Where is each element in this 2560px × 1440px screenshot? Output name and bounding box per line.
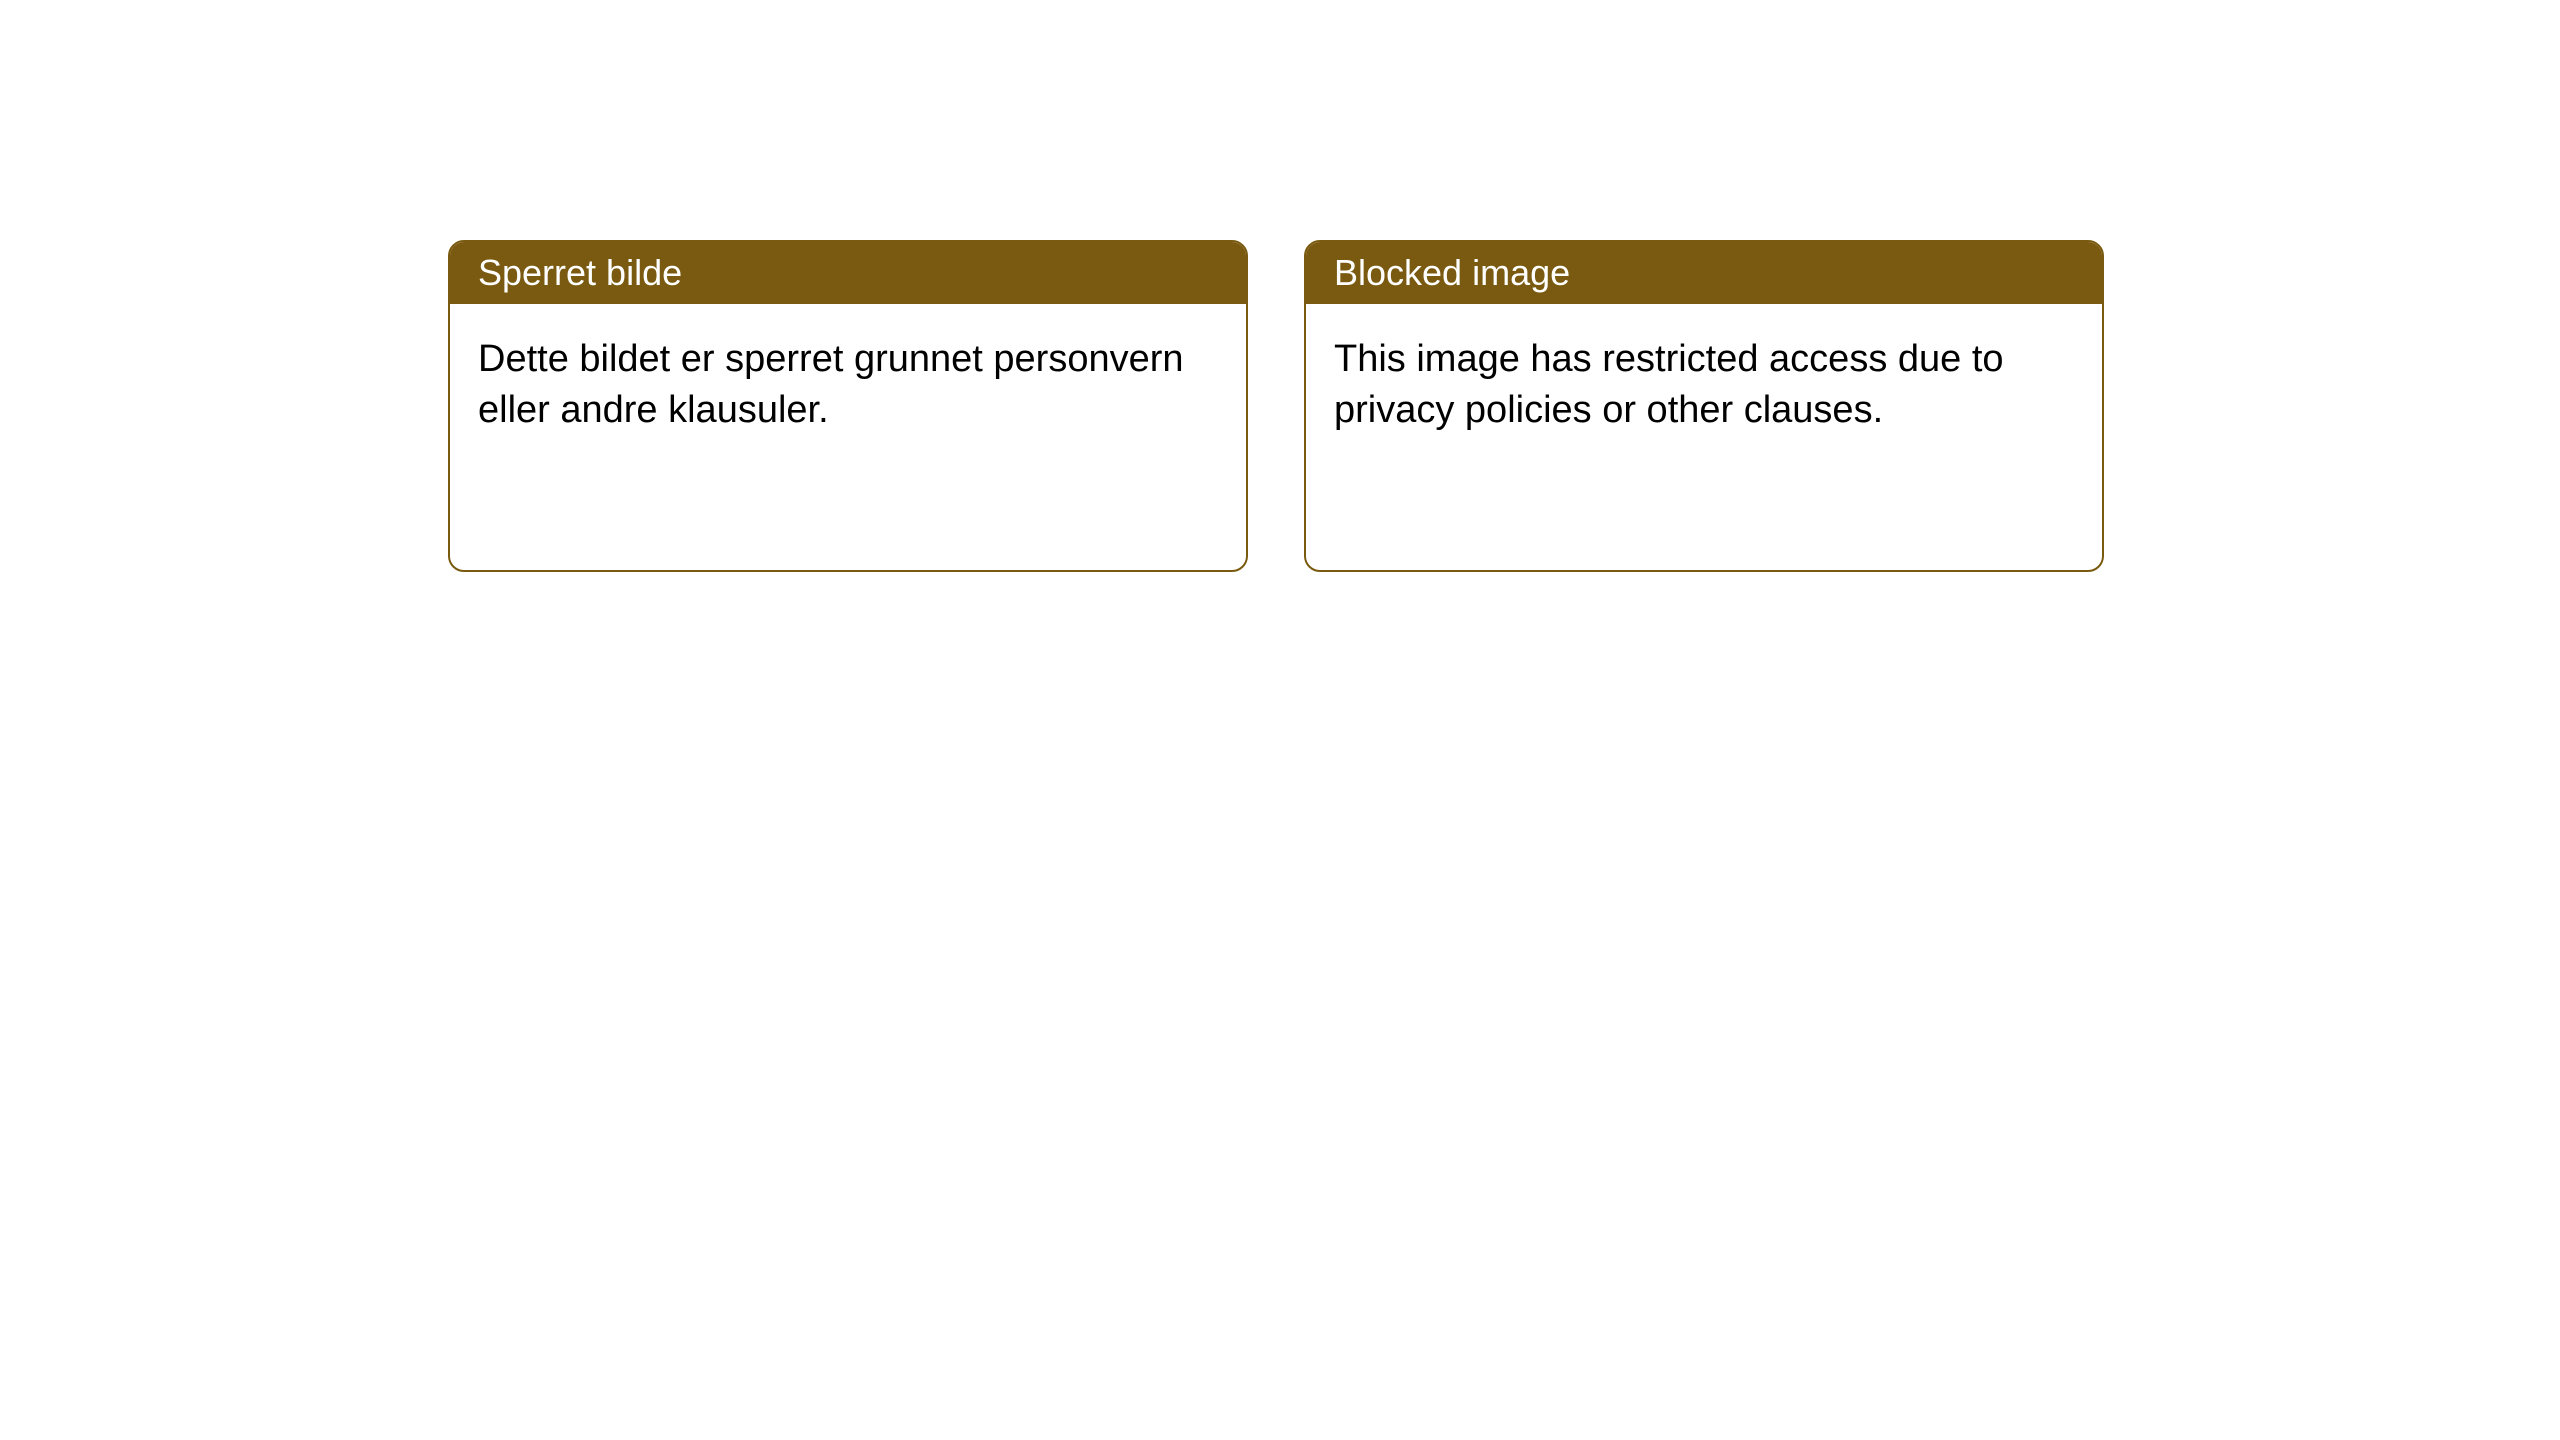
notice-card-norwegian: Sperret bilde Dette bildet er sperret gr…: [448, 240, 1248, 572]
notice-body: Dette bildet er sperret grunnet personve…: [450, 304, 1246, 467]
notice-header: Sperret bilde: [450, 242, 1246, 304]
notice-text: Dette bildet er sperret grunnet personve…: [478, 338, 1184, 431]
notice-card-english: Blocked image This image has restricted …: [1304, 240, 2104, 572]
notice-title: Blocked image: [1334, 252, 1570, 293]
notice-container: Sperret bilde Dette bildet er sperret gr…: [0, 0, 2560, 572]
notice-title: Sperret bilde: [478, 252, 682, 293]
notice-body: This image has restricted access due to …: [1306, 304, 2102, 467]
notice-text: This image has restricted access due to …: [1334, 338, 2004, 431]
notice-header: Blocked image: [1306, 242, 2102, 304]
